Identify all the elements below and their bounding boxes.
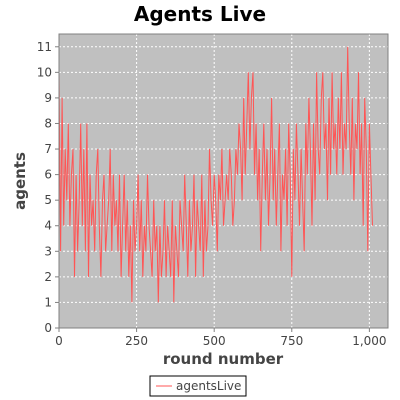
y-tick-label: 8 <box>44 116 52 130</box>
series-layer <box>58 46 373 303</box>
axes: 0 1 2 3 4 5 6 7 8 9 10 11 0 250 500 750 1,000 <box>37 40 387 348</box>
y-tick-label: 11 <box>37 40 52 54</box>
y-tick-label: 1 <box>44 295 52 309</box>
x-tick-label: 0 <box>55 334 63 348</box>
y-tick-label: 9 <box>44 91 52 105</box>
y-tick-label: 2 <box>44 270 52 284</box>
x-axis-label: round number <box>163 350 284 368</box>
x-tick-label: 750 <box>280 334 303 348</box>
y-tick-label: 7 <box>44 142 52 156</box>
y-tick-label: 0 <box>44 321 52 335</box>
y-tick-label: 10 <box>37 65 52 79</box>
plot-frame <box>58 33 389 329</box>
y-tick-label: 6 <box>44 168 52 182</box>
y-tick-label: 3 <box>44 244 52 258</box>
legend: agentsLive <box>149 375 247 397</box>
legend-label: agentsLive <box>176 379 241 393</box>
x-tick-label: 500 <box>203 334 226 348</box>
y-axis-label: agents <box>11 152 29 210</box>
x-tick-label: 1,000 <box>352 334 386 348</box>
chart-title: Agents Live <box>134 2 266 26</box>
legend-box <box>149 375 247 397</box>
y-tick-label: 5 <box>44 193 52 207</box>
y-tick-label: 4 <box>44 219 52 233</box>
plot-area <box>59 34 388 328</box>
series-line-agentsLive <box>58 46 373 303</box>
x-tick-label: 250 <box>125 334 148 348</box>
